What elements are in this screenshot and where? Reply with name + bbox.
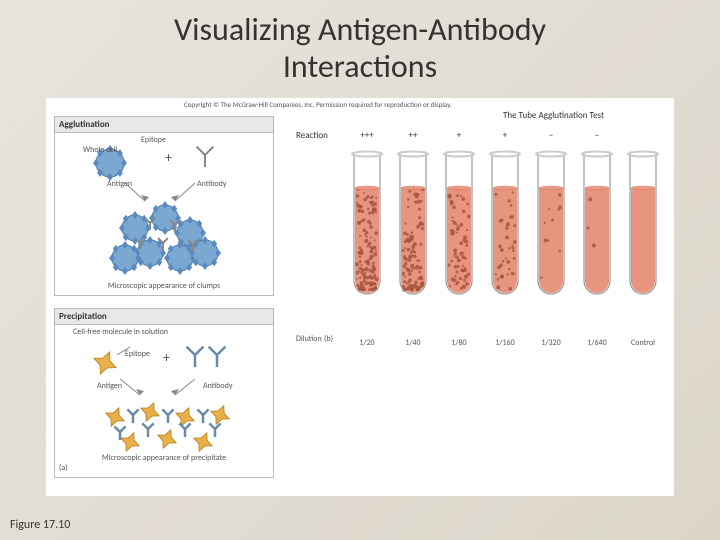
reaction-value: +++ [344,130,390,141]
test-tube [390,148,436,308]
title-line-1: Visualizing Antigen-Antibody [174,10,546,49]
dilution-label: Dilution [296,334,322,344]
agglutination-footer: Microscopic appearance of clumps [55,281,273,291]
dilution-value: 1/80 [436,338,482,348]
reaction-value: + [482,130,528,141]
test-tube [482,148,528,308]
tube-test-title: The Tube Agglutination Test [503,110,604,121]
reaction-row: +++++++−− [344,130,666,141]
tube-test-area: Reaction +++++++−− (b) Dilution 1/201/40… [296,128,666,348]
whole-cell-label: Whole cell [83,145,117,155]
precipitation-header: Precipitation [55,309,273,325]
tubes-row [344,148,666,308]
test-tube [574,148,620,308]
slide-title: Visualizing Antigen-Antibody Interaction… [0,0,720,86]
agglutination-diagram [55,133,273,295]
dilution-value: 1/640 [574,338,620,348]
dilution-value: 1/160 [482,338,528,348]
dilution-value: 1/20 [344,338,390,348]
antibody-label-agg: Antibody [197,179,226,189]
antigen-label-prec: Antigen [97,381,122,391]
figure-number: Figure 17.10 [10,518,70,532]
agglutination-panel: Agglutination Whole cell Epitope + Antig… [54,116,274,296]
reaction-label: Reaction [296,130,328,141]
test-tube [620,148,666,308]
antigen-label-agg: Antigen [107,179,132,189]
plus-icon: + [163,349,170,366]
reaction-value: − [574,130,620,141]
plus-icon: + [165,149,172,166]
reaction-value [620,130,666,141]
dilution-value: 1/40 [390,338,436,348]
test-tube [528,148,574,308]
reaction-value: ++ [390,130,436,141]
antibody-label-prec: Antibody [203,381,232,391]
test-tube [344,148,390,308]
dilution-value: Control [620,338,666,348]
title-line-2: Interactions [283,47,437,86]
precipitation-footer: Microscopic appearance of precipitate [55,453,273,463]
cell-free-label: Cell-free molecule in solution [73,327,168,337]
panel-b-label: (b) [324,334,333,344]
precipitation-panel: Precipitation Cell-free molecule in solu… [54,308,274,478]
test-tube [436,148,482,308]
epitope-label-prec: Epitope [125,349,150,359]
epitope-label-agg: Epitope [141,135,166,145]
dilution-value: 1/320 [528,338,574,348]
reaction-value: + [436,130,482,141]
agglutination-header: Agglutination [55,117,273,133]
reaction-value: − [528,130,574,141]
dilution-row: 1/201/401/801/1601/3201/640Control [344,338,666,348]
copyright-text: Copyright © The McGraw-Hill Companies, I… [184,100,452,109]
panel-a-label: (a) [59,463,68,473]
figure-content: Copyright © The McGraw-Hill Companies, I… [46,98,674,496]
